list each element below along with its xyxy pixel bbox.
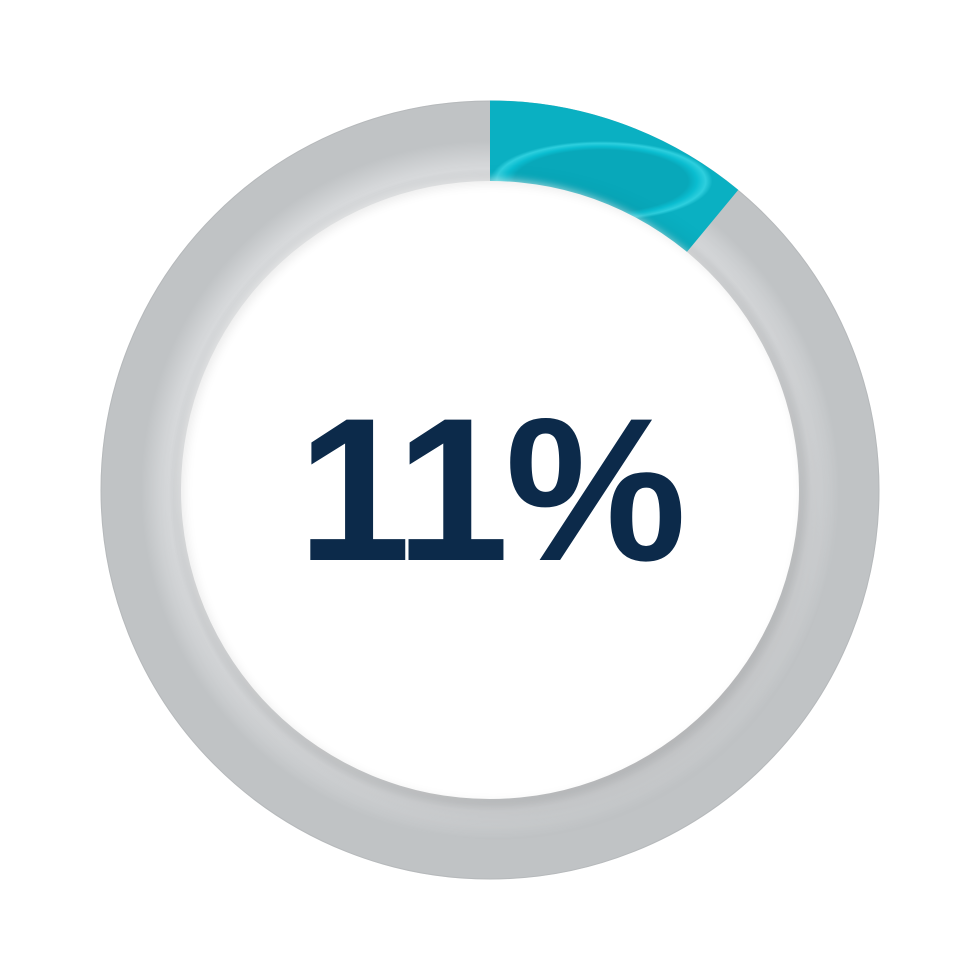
gauge-inner-circle: 11% xyxy=(181,181,799,799)
gauge-percentage-label: 11% xyxy=(297,373,682,608)
radial-progress-gauge: 11% xyxy=(100,100,880,880)
